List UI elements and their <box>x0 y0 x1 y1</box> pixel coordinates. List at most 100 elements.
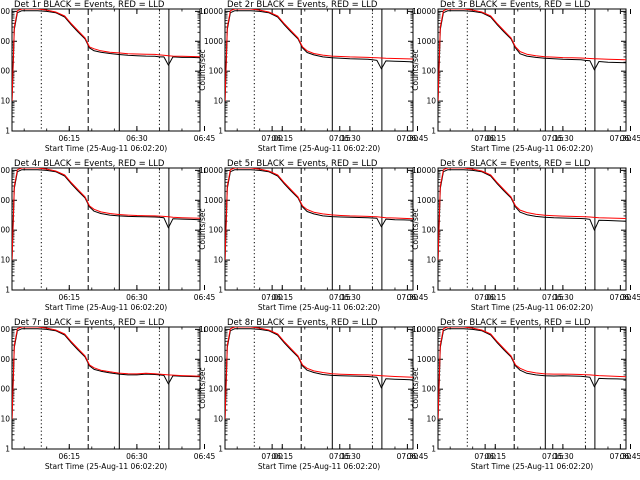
plot-frame <box>224 167 414 291</box>
y-tick-label: 1000 <box>204 355 223 364</box>
plot-area <box>225 9 413 131</box>
y-tick-label: 1000 <box>417 355 436 364</box>
y-tick-label: 1 <box>431 445 436 454</box>
y-tick-label: 100 <box>0 67 10 76</box>
lld-series-line <box>12 9 200 102</box>
detector-panel: Det 3r BLACK = Events, RED = LLD 1 10 100 10… <box>411 0 640 153</box>
y-tick-label: 100 <box>0 226 10 235</box>
plot-area <box>438 327 626 449</box>
y-tick-label: 10 <box>0 256 10 265</box>
y-tick-label: 1 <box>5 127 10 136</box>
x-tick-label: 06:45 <box>620 452 640 461</box>
x-tick-label: 06:45 <box>407 134 429 143</box>
y-tick-label: 1 <box>218 286 223 295</box>
y-tick-label: 100 <box>209 226 224 235</box>
x-tick-label: 06:15 <box>484 134 506 143</box>
y-axis-label: Counts/sec <box>411 49 420 90</box>
x-tick-label: 06:15 <box>58 452 80 461</box>
y-tick-label: 10 <box>213 415 223 424</box>
y-tick-label: 1000 <box>0 196 10 205</box>
panel-title: Det 4r BLACK = Events, RED = LLD <box>14 159 165 169</box>
x-axis-label: Start Time (25-Aug-11 06:02:20) <box>45 303 167 312</box>
detector-panel: Det 7r BLACK = Events, RED = LLD11010010… <box>0 318 418 471</box>
y-tick-label: 10000 <box>412 166 436 175</box>
lld-series-line <box>225 168 413 261</box>
panel-title: Det 3r BLACK = Events, RED = LLD <box>440 0 591 10</box>
panel-title: Det 2r BLACK = Events, RED = LLD <box>227 0 378 10</box>
x-tick-label: 06:15 <box>271 293 293 302</box>
events-series-line <box>12 10 200 105</box>
panel-title: Det 5r BLACK = Events, RED = LLD <box>227 159 378 169</box>
y-tick-label: 10 <box>426 415 436 424</box>
x-tick-label: 07:15 <box>542 452 564 461</box>
panel-title: Det 7r BLACK = Events, RED = LLD <box>14 318 165 328</box>
lld-series-line <box>225 327 413 420</box>
plot-frame <box>11 326 201 450</box>
plot-frame <box>437 326 627 450</box>
events-series-line <box>438 328 626 423</box>
plot-frame <box>11 8 201 132</box>
y-tick-label: 1000 <box>204 196 223 205</box>
x-axis-label: Start Time (25-Aug-11 06:02:20) <box>258 144 380 153</box>
panel-title: Det 9r BLACK = Events, RED = LLD <box>440 318 591 328</box>
y-tick-label: 10 <box>426 97 436 106</box>
y-tick-label: 1000 <box>0 355 10 364</box>
x-axis-label: Start Time (25-Aug-11 06:02:20) <box>45 462 167 471</box>
x-tick-label: 06:15 <box>58 134 80 143</box>
plot-area <box>225 168 413 290</box>
y-tick-label: 1 <box>431 127 436 136</box>
events-series-line <box>438 169 626 264</box>
plot-area <box>438 9 626 131</box>
y-tick-label: 10 <box>0 415 10 424</box>
x-tick-label: 06:15 <box>484 452 506 461</box>
y-tick-label: 10 <box>213 256 223 265</box>
x-tick-label: 07:00 <box>261 452 283 461</box>
x-tick-label: 06:30 <box>339 452 361 461</box>
y-tick-label: 1000 <box>417 37 436 46</box>
x-tick-label: 06:30 <box>126 293 148 302</box>
plot-area <box>225 327 413 449</box>
lld-series-line <box>438 9 626 102</box>
x-tick-label: 07:30 <box>610 452 632 461</box>
x-tick-label: 06:15 <box>271 134 293 143</box>
x-tick-label: 06:45 <box>407 452 429 461</box>
y-tick-label: 10000 <box>0 166 10 175</box>
x-axis-label: Start Time (25-Aug-11 06:02:20) <box>258 303 380 312</box>
plot-area <box>438 168 626 290</box>
y-tick-label: 10 <box>213 97 223 106</box>
events-series-line <box>438 10 626 105</box>
y-tick-label: 10000 <box>0 7 10 16</box>
x-tick-label: 06:15 <box>58 293 80 302</box>
x-tick-label: 07:30 <box>397 134 419 143</box>
y-axis-label: Counts/sec <box>411 208 420 249</box>
y-tick-label: 10000 <box>412 7 436 16</box>
y-tick-label: 1000 <box>0 37 10 46</box>
x-tick-label: 06:45 <box>194 134 216 143</box>
events-series-line <box>225 10 413 105</box>
x-tick-label: 07:00 <box>261 134 283 143</box>
y-axis-label: Counts/sec <box>198 49 207 90</box>
x-tick-label: 06:30 <box>552 134 574 143</box>
detector-panel: Det 9r BLACK = Events, RED = LLD 1 10 100 10… <box>411 318 640 471</box>
y-axis-label: Counts/sec <box>198 208 207 249</box>
lld-series-line <box>12 168 200 261</box>
events-series-line <box>225 169 413 264</box>
y-tick-label: 100 <box>422 385 437 394</box>
x-tick-label: 07:30 <box>610 134 632 143</box>
lld-series-line <box>438 327 626 420</box>
x-tick-label: 06:30 <box>339 293 361 302</box>
y-tick-label: 1000 <box>417 196 436 205</box>
x-tick-label: 06:30 <box>126 134 148 143</box>
y-tick-label: 100 <box>422 226 437 235</box>
x-tick-label: 07:00 <box>474 134 496 143</box>
x-axis-label: Start Time (25-Aug-11 06:02:20) <box>471 462 593 471</box>
x-axis-label: Start Time (25-Aug-11 06:02:20) <box>45 144 167 153</box>
plot-frame <box>437 8 627 132</box>
x-tick-label: 06:45 <box>194 293 216 302</box>
panel-title: Det 1r BLACK = Events, RED = LLD <box>14 0 165 10</box>
y-tick-label: 1 <box>218 127 223 136</box>
x-tick-label: 07:15 <box>542 293 564 302</box>
x-tick-label: 07:00 <box>474 452 496 461</box>
y-tick-label: 100 <box>209 385 224 394</box>
y-tick-label: 1000 <box>204 37 223 46</box>
